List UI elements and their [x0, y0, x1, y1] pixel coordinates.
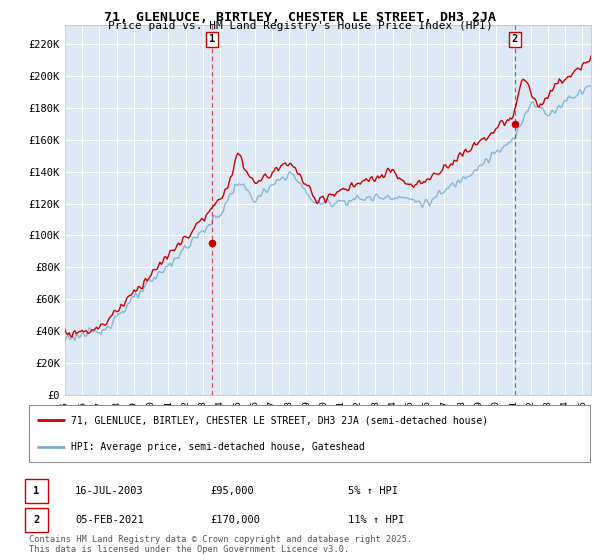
Text: 05-FEB-2021: 05-FEB-2021 — [75, 515, 144, 525]
Text: 71, GLENLUCE, BIRTLEY, CHESTER LE STREET, DH3 2JA: 71, GLENLUCE, BIRTLEY, CHESTER LE STREET… — [104, 11, 496, 24]
Text: 2: 2 — [34, 515, 40, 525]
Text: 1: 1 — [34, 486, 40, 496]
Text: 2: 2 — [512, 34, 518, 44]
Text: 16-JUL-2003: 16-JUL-2003 — [75, 486, 144, 496]
Text: 11% ↑ HPI: 11% ↑ HPI — [348, 515, 404, 525]
Text: Contains HM Land Registry data © Crown copyright and database right 2025.
This d: Contains HM Land Registry data © Crown c… — [29, 535, 412, 554]
Text: £95,000: £95,000 — [210, 486, 254, 496]
Text: 71, GLENLUCE, BIRTLEY, CHESTER LE STREET, DH3 2JA (semi-detached house): 71, GLENLUCE, BIRTLEY, CHESTER LE STREET… — [71, 416, 488, 426]
Text: Price paid vs. HM Land Registry's House Price Index (HPI): Price paid vs. HM Land Registry's House … — [107, 21, 493, 31]
Text: £170,000: £170,000 — [210, 515, 260, 525]
Text: 5% ↑ HPI: 5% ↑ HPI — [348, 486, 398, 496]
Text: 1: 1 — [209, 34, 215, 44]
Text: HPI: Average price, semi-detached house, Gateshead: HPI: Average price, semi-detached house,… — [71, 442, 365, 451]
